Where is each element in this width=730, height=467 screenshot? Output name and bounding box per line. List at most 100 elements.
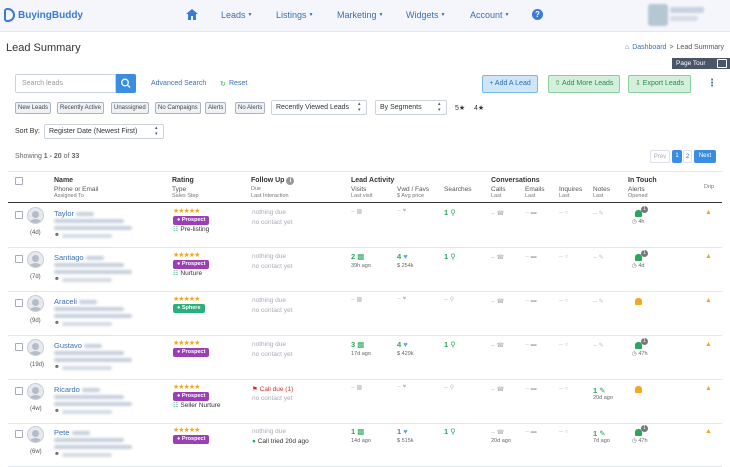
col-emails-sub[interactable]: Emails Last	[525, 186, 545, 200]
col-inquires-sub[interactable]: Inquires Last	[559, 186, 582, 200]
row-checkbox[interactable]	[15, 387, 23, 395]
inquires-count[interactable]: -- ○	[559, 254, 568, 260]
notes-count[interactable]: -- ✎	[593, 298, 604, 305]
visits-count[interactable]: 1 ▩	[351, 427, 364, 436]
advanced-search-link[interactable]: Advanced Search	[151, 80, 207, 87]
viewed-favs[interactable]: -- ♥	[397, 296, 406, 302]
prev-page-button[interactable]: Prev	[650, 150, 670, 163]
lead-name-link[interactable]: Gustavo	[54, 341, 103, 350]
info-icon[interactable]: i	[286, 177, 295, 185]
breadcrumb-dashboard-link[interactable]: Dashboard	[632, 44, 667, 51]
row-checkbox[interactable]	[15, 255, 23, 263]
inquires-count[interactable]: -- ○	[559, 298, 568, 304]
searches-count[interactable]: 1 ⚲	[444, 252, 456, 261]
visits-count[interactable]: 2 ▩	[351, 252, 364, 261]
searches-count[interactable]: 1 ⚲	[444, 340, 456, 349]
inquires-count[interactable]: -- ○	[559, 386, 568, 392]
calls-count[interactable]: -- ☎	[491, 298, 504, 305]
col-calls-sub[interactable]: Calls Last	[491, 186, 505, 200]
page-1-button[interactable]: 1	[672, 150, 682, 163]
page-2-button[interactable]: 2	[683, 150, 692, 163]
filter-tag-no-campaigns[interactable]: No Campaigns	[155, 102, 201, 114]
col-follow-up[interactable]: Follow Up i	[251, 177, 295, 185]
col-notes-sub[interactable]: Notes Last	[593, 186, 610, 200]
sort-select[interactable]: Register Date (Newest First)	[44, 124, 164, 139]
follow-up-due[interactable]: nothing due	[252, 297, 286, 304]
follow-up-due[interactable]: nothing due	[252, 428, 286, 435]
inquires-count[interactable]: -- ○	[559, 342, 568, 348]
rating-stars[interactable]: ★★★★★	[173, 252, 200, 259]
select-all-checkbox[interactable]	[15, 177, 23, 185]
filter-tag-alerts[interactable]: Alerts	[205, 102, 227, 114]
calls-count[interactable]: -- ☎	[491, 210, 504, 217]
page-tour-button[interactable]: Page Tour	[672, 58, 730, 69]
logo[interactable]: BuyingBuddy	[4, 8, 83, 22]
emails-count[interactable]: -- ▬	[525, 298, 537, 304]
inquires-count[interactable]: -- ○	[559, 210, 568, 216]
row-checkbox[interactable]	[15, 343, 23, 351]
filter-tag-new-leads[interactable]: New Leads	[15, 102, 52, 114]
follow-up-due[interactable]: nothing due	[252, 209, 286, 216]
nav-account[interactable]: Account ▼	[470, 10, 509, 20]
nav-listings[interactable]: Listings ▼	[276, 10, 313, 20]
filter-tag-unassigned[interactable]: Unassigned	[111, 102, 149, 114]
emails-count[interactable]: -- ▬	[525, 254, 537, 260]
rating-stars[interactable]: ★★★★★	[173, 296, 200, 303]
viewed-favs[interactable]: -- ♥	[397, 384, 406, 390]
segments-select[interactable]: By Segments	[375, 100, 447, 115]
calls-count[interactable]: -- ☎	[491, 429, 504, 436]
follow-up-due[interactable]: nothing due	[252, 341, 286, 348]
nav-leads[interactable]: Leads ▼	[221, 10, 252, 20]
row-checkbox[interactable]	[15, 211, 23, 219]
bell-icon[interactable]	[635, 298, 642, 305]
searches-count[interactable]: 1 ⚲	[444, 427, 456, 436]
lead-name-link[interactable]: Pete	[54, 428, 90, 437]
lead-name-link[interactable]: Ricardo	[54, 385, 100, 394]
row-checkbox[interactable]	[15, 299, 23, 307]
next-page-button[interactable]: Next	[694, 150, 716, 163]
col-vvd-sub[interactable]: Vwd / Favs $ Avg price	[397, 186, 429, 200]
notes-count[interactable]: 1 ✎	[593, 429, 606, 438]
reset-link[interactable]: Reset	[229, 80, 248, 87]
nav-widgets[interactable]: Widgets ▼	[406, 10, 445, 20]
searches-count[interactable]: 1 ⚲	[444, 208, 456, 217]
calls-count[interactable]: -- ☎	[491, 342, 504, 349]
filter-5-star[interactable]: 5★	[455, 105, 466, 112]
lead-name-link[interactable]: Taylor	[54, 209, 95, 218]
lead-name-link[interactable]: Santiago	[54, 253, 104, 262]
recent-views-select[interactable]: Recently Viewed Leads	[271, 100, 367, 115]
bell-icon[interactable]	[635, 210, 642, 217]
rating-stars[interactable]: ★★★★★	[173, 340, 200, 347]
drip-icon[interactable]: ▲	[705, 428, 712, 435]
searches-count[interactable]: -- ⚲	[444, 296, 454, 303]
drip-icon[interactable]: ▲	[705, 253, 712, 260]
follow-up-due[interactable]: nothing due	[252, 253, 286, 260]
drip-icon[interactable]: ▲	[705, 385, 712, 392]
filter-tag-no-alerts[interactable]: No Alerts	[235, 102, 266, 114]
emails-count[interactable]: -- ▬	[525, 386, 537, 392]
home-icon[interactable]	[186, 9, 198, 20]
rating-stars[interactable]: ★★★★★	[173, 208, 200, 215]
calls-count[interactable]: -- ☎	[491, 386, 504, 393]
searches-count[interactable]: -- ⚲	[444, 384, 454, 391]
col-visits-sub[interactable]: Visits Last visit	[351, 186, 372, 200]
emails-count[interactable]: -- ▬	[525, 342, 537, 348]
nav-marketing[interactable]: Marketing ▼	[337, 10, 383, 20]
drip-icon[interactable]: ▲	[705, 341, 712, 348]
col-drip[interactable]: Drip	[704, 184, 715, 190]
user-avatar[interactable]	[648, 4, 668, 26]
help-icon[interactable]: ?	[532, 9, 543, 20]
add-lead-button[interactable]: + Add A Lead	[482, 75, 538, 93]
viewed-favs[interactable]: 1 ♥	[397, 427, 408, 436]
col-name[interactable]: Name	[54, 177, 74, 184]
emails-count[interactable]: -- ▬	[525, 429, 537, 435]
emails-count[interactable]: -- ▬	[525, 210, 537, 216]
visits-count[interactable]: -- ▩	[351, 208, 362, 215]
drip-icon[interactable]: ▲	[705, 209, 712, 216]
visits-count[interactable]: -- ▩	[351, 384, 362, 391]
export-leads-button[interactable]: ⇩ Export Leads	[628, 75, 691, 93]
drip-icon[interactable]: ▲	[705, 297, 712, 304]
notes-count[interactable]: -- ✎	[593, 342, 604, 349]
rating-stars[interactable]: ★★★★★	[173, 427, 200, 434]
follow-up-due[interactable]: ⚑ Call due (1)	[252, 385, 293, 393]
